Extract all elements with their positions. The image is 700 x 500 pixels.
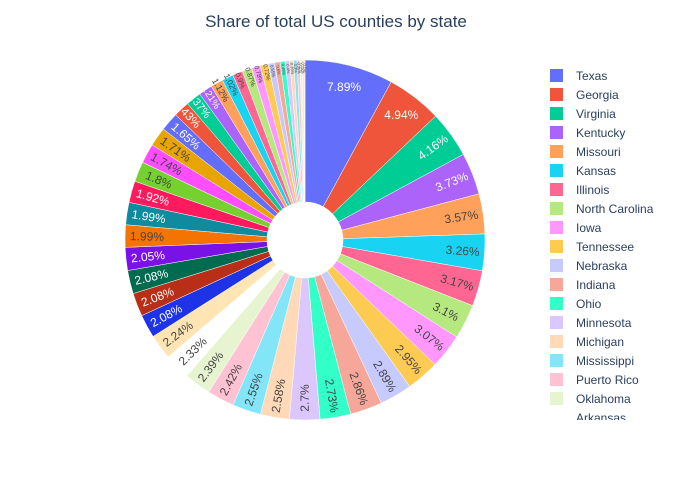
legend-item[interactable]: Arkansas — [550, 408, 690, 420]
legend-swatch — [550, 240, 563, 253]
slice-label: 0.35% — [289, 63, 295, 75]
slice-label: 3.57% — [443, 207, 479, 226]
legend-label: Michigan — [576, 334, 625, 349]
legend-label: Nebraska — [576, 258, 628, 273]
legend-label: Kentucky — [576, 125, 626, 140]
legend-item[interactable]: Ohio — [550, 294, 690, 313]
legend-label: Texas — [576, 68, 608, 83]
legend-swatch — [550, 107, 563, 120]
legend-label: Minnesota — [576, 315, 632, 330]
slice-label: 0.25% — [296, 62, 301, 74]
legend-item[interactable]: Puerto Rico — [550, 370, 690, 389]
legend-swatch — [550, 297, 563, 310]
legend-swatch — [550, 392, 563, 405]
legend-swatch — [550, 335, 563, 348]
legend-item[interactable]: Kentucky — [550, 123, 690, 142]
legend-item[interactable]: Oklahoma — [550, 389, 690, 408]
legend-label: Missouri — [576, 144, 621, 159]
legend-swatch — [550, 164, 563, 177]
legend-item[interactable]: Missouri — [550, 142, 690, 161]
legend-label: Mississippi — [576, 353, 635, 368]
slice-label: 2.58% — [269, 377, 289, 413]
legend-swatch — [550, 278, 563, 291]
legend-item[interactable]: North Carolina — [550, 199, 690, 218]
legend-label: Tennessee — [576, 239, 635, 254]
legend-label: Indiana — [576, 277, 616, 292]
chart-title: Share of total US counties by state — [205, 12, 467, 31]
legend-swatch — [550, 221, 563, 234]
slice-label: 0.45% — [280, 63, 286, 75]
legend-item[interactable]: Nebraska — [550, 256, 690, 275]
legend-label: Kansas — [576, 163, 617, 178]
slice-label: 4.94% — [384, 108, 418, 122]
slice-label: 7.89% — [327, 80, 361, 94]
legend-item[interactable]: Virginia — [550, 104, 690, 123]
slice-label: 1.99% — [131, 207, 167, 226]
legend-label: Ohio — [576, 296, 602, 311]
pie-slice[interactable] — [303, 59, 306, 203]
legend-item[interactable]: Texas — [550, 66, 690, 85]
pie-slice[interactable] — [304, 59, 392, 207]
slice-label: 0.1% — [302, 63, 307, 73]
legend-label: North Carolina — [576, 201, 654, 216]
legend-label: Iowa — [576, 220, 602, 235]
legend-swatch — [550, 202, 563, 215]
legend-item[interactable]: Minnesota — [550, 313, 690, 332]
legend-item[interactable]: Michigan — [550, 332, 690, 351]
legend-swatch — [550, 316, 563, 329]
slice-label: 0.55% — [269, 64, 276, 77]
legend-swatch — [550, 183, 563, 196]
slice-label: 0.4% — [285, 64, 291, 74]
slice-label: 0.2% — [299, 63, 304, 73]
legend-swatch — [550, 373, 563, 386]
legend-swatch — [550, 145, 563, 158]
slice-label: 0.5% — [275, 65, 281, 75]
legend-label: Oklahoma — [576, 391, 631, 406]
legend: Texas Georgia Virginia Kentucky Missouri Kans… — [550, 66, 690, 420]
legend-label: Virginia — [576, 106, 616, 121]
slice-label: 0.3% — [293, 64, 299, 74]
legend-label: Illinois — [576, 182, 610, 197]
legend-item[interactable]: Iowa — [550, 218, 690, 237]
legend-item[interactable]: Indiana — [550, 275, 690, 294]
slice-label: 0.78% — [252, 65, 264, 84]
slice-label: 2.05% — [130, 248, 166, 266]
legend-swatch — [550, 88, 563, 101]
legend-swatch — [550, 259, 563, 272]
legend-item[interactable]: Mississippi — [550, 351, 690, 370]
slice-label: 2.7% — [298, 384, 312, 412]
legend-swatch — [550, 411, 563, 420]
legend-item[interactable]: Illinois — [550, 180, 690, 199]
legend-item[interactable]: Tennessee — [550, 237, 690, 256]
legend-item[interactable]: Kansas — [550, 161, 690, 180]
slice-label: 3.26% — [445, 243, 480, 259]
slice-label: 1.99% — [130, 229, 165, 244]
legend-swatch — [550, 126, 563, 139]
legend-swatch — [550, 354, 563, 367]
legend-label: Georgia — [576, 87, 619, 102]
legend-label: Arkansas — [576, 410, 627, 421]
legend-label: Puerto Rico — [576, 372, 639, 387]
legend-swatch — [550, 69, 563, 82]
slice-label: 0.72% — [261, 64, 271, 81]
legend-item[interactable]: Georgia — [550, 85, 690, 104]
slice-label: 2.73% — [322, 378, 342, 414]
slice-label: 0.15% — [301, 62, 306, 74]
